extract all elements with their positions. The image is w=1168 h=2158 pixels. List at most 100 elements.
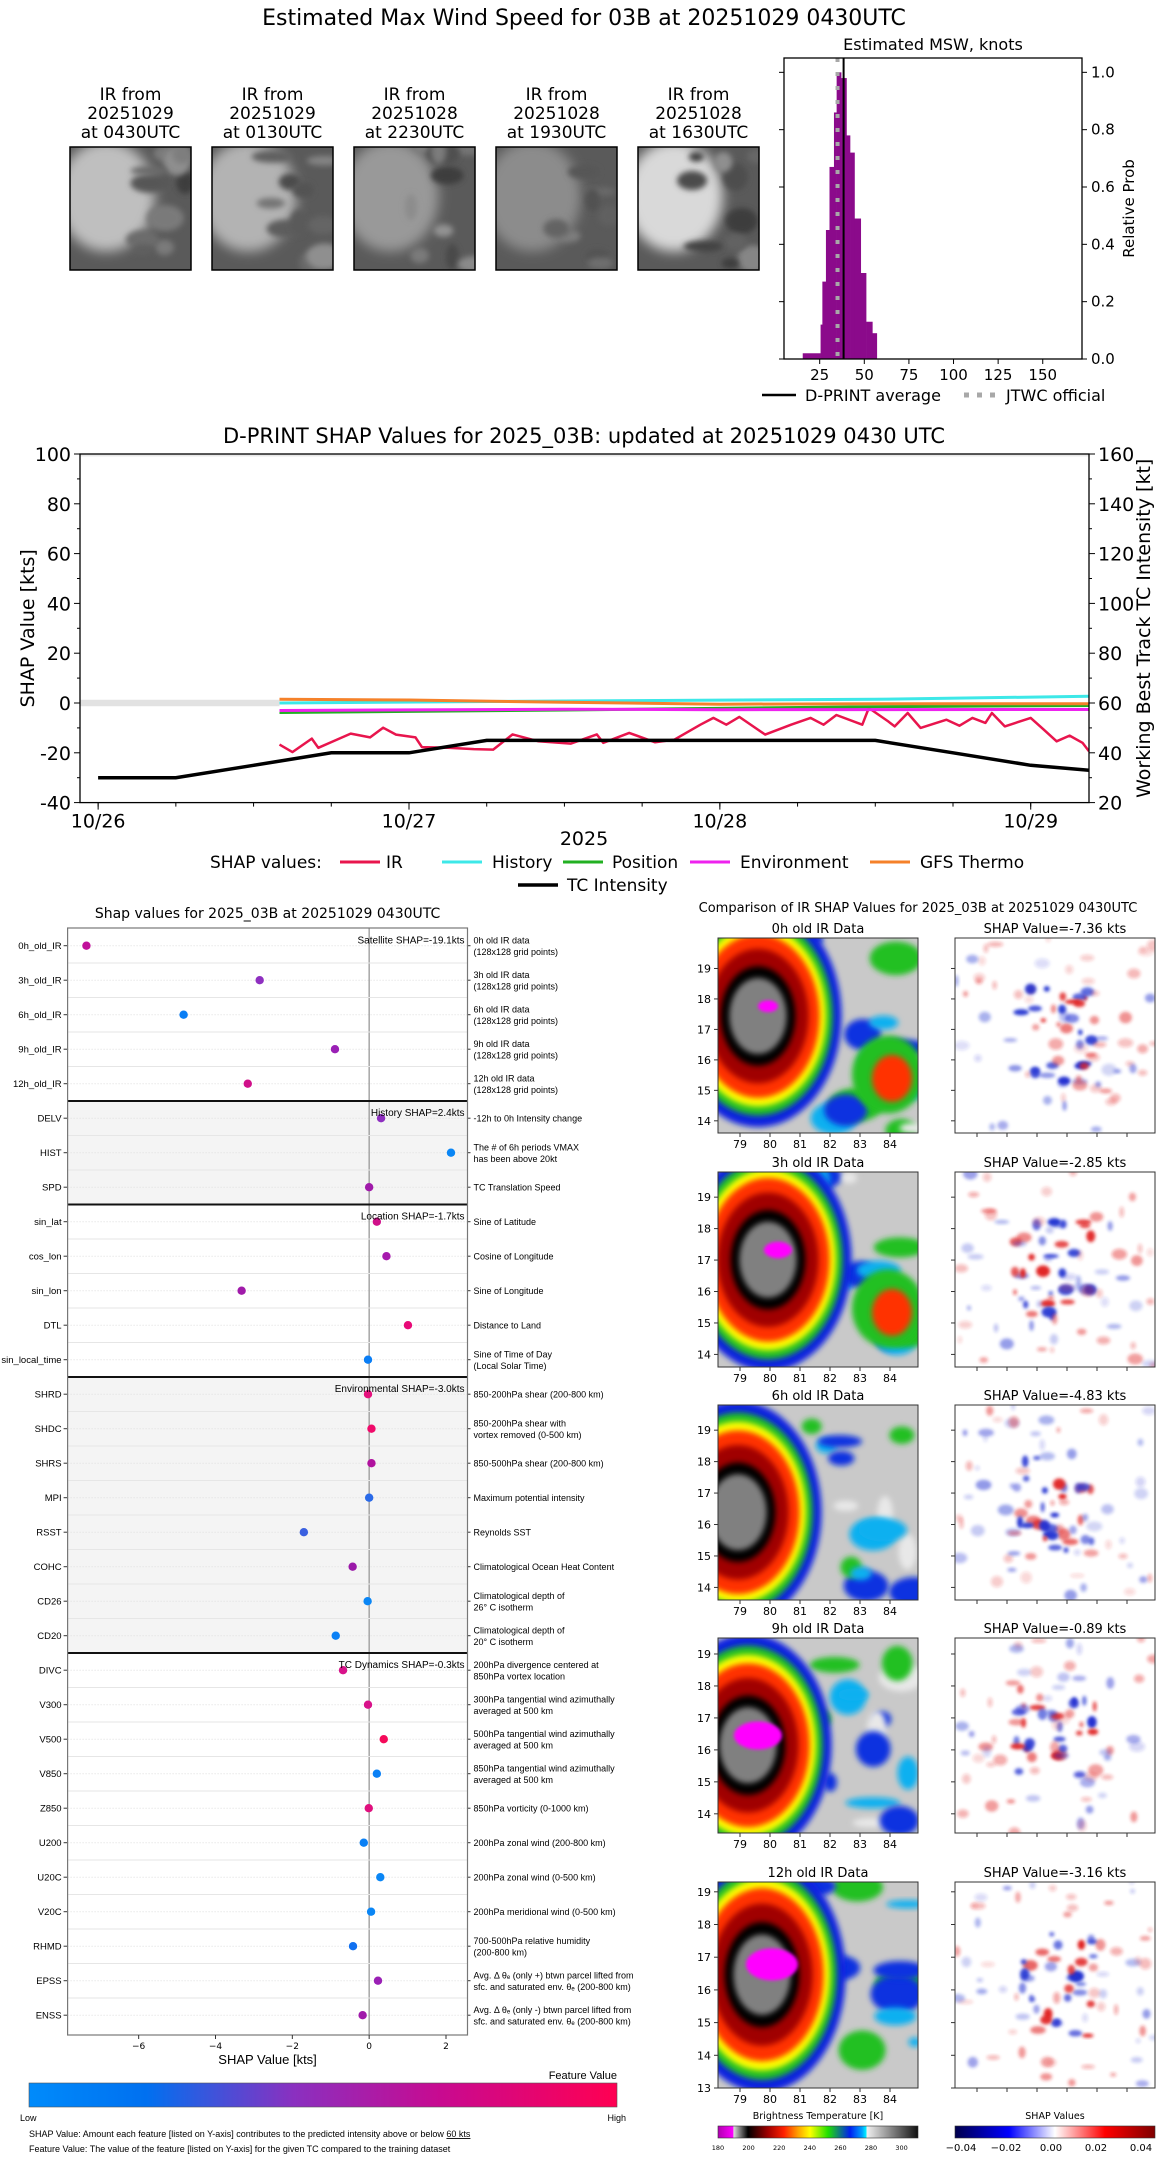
legend-dprint-label: D-PRINT average <box>805 386 941 405</box>
thumbnail-title: 20251028 <box>371 104 458 124</box>
shap-panel-frame <box>954 1881 1156 2089</box>
lon-tick-label: 83 <box>853 2093 867 2106</box>
msw-histogram: Estimated MSW, knots 25 50 75 100 125 150 0.0 0.… <box>762 35 1138 405</box>
histogram-bar <box>860 273 867 359</box>
lon-tick-label: 80 <box>763 1138 777 1151</box>
shap-colorbar-tick: 0.02 <box>1085 2143 1107 2154</box>
lat-tick-label: 14 <box>697 1348 711 1361</box>
y-tick-label: 0.6 <box>1091 178 1115 196</box>
shap-colorbar-tick: −0.04 <box>946 2143 977 2154</box>
feature-label: CD26 <box>37 1597 61 1608</box>
y-right-tick-label: 60 <box>1098 693 1122 715</box>
y-axis-label: Relative Prob <box>1120 159 1138 258</box>
feature-dot <box>358 2011 367 2020</box>
lon-tick-label: 80 <box>763 1838 777 1851</box>
shap-map-image <box>955 1638 1155 1833</box>
feature-label: SPD <box>42 1183 62 1194</box>
bt-colorbar-tick: 260 <box>834 2144 846 2152</box>
feature-description: (128x128 grid points) <box>474 1085 559 1095</box>
lon-tick-label: 79 <box>733 1838 747 1851</box>
y-tick-label: 0.4 <box>1091 235 1115 253</box>
group-shap-label: Location SHAP=-1.7kts <box>361 1212 465 1223</box>
cold-cloud-top <box>758 1000 778 1013</box>
lon-tick-label: 84 <box>883 1838 897 1851</box>
shap-panel-title: SHAP Value=-4.83 kts <box>984 1389 1127 1404</box>
y-tick-label: 80 <box>47 494 71 516</box>
shap-colorbar-label: SHAP Values <box>1025 2111 1085 2122</box>
ir-brightness-image <box>718 1638 918 1833</box>
histogram-bar <box>825 230 830 359</box>
feature-dot <box>367 1424 376 1433</box>
ir-panel-title: 12h old IR Data <box>768 1866 869 1881</box>
shap-map-image <box>955 1405 1155 1600</box>
feature-label: SHDC <box>35 1424 62 1435</box>
lat-tick-label: 15 <box>697 1084 711 1097</box>
ir-brightness-image <box>718 1882 918 2088</box>
feature-description: 26° C isotherm <box>474 1602 534 1612</box>
histogram-bar <box>854 218 862 359</box>
y-tick-label: -40 <box>40 793 71 815</box>
shap-map-image <box>955 1882 1155 2088</box>
feature-label: COHC <box>34 1562 62 1573</box>
feature-dot <box>376 1873 385 1882</box>
ir-panel-frame <box>717 1637 919 1834</box>
feature-dot <box>372 1769 382 1778</box>
lat-tick-label: 16 <box>697 1519 711 1532</box>
feature-description: 300hPa tangential wind azimuthally <box>474 1694 616 1704</box>
y-right-tick-label: 160 <box>1098 444 1134 466</box>
shap-dot-plot: Shap values for 2025_03B at 20251029 043… <box>1 906 633 2154</box>
feature-value-colorbar <box>28 2082 618 2108</box>
lon-tick-label: 79 <box>733 2093 747 2106</box>
feature-label: cos_lon <box>29 1252 62 1263</box>
x-axis-label: SHAP Value [kts] <box>218 2052 317 2067</box>
feature-description: sfc. and saturated env. θₑ (200-800 km) <box>474 2016 631 2026</box>
feature-label: CD20 <box>37 1631 61 1642</box>
thumbnail-frame <box>637 146 760 271</box>
feature-dot <box>363 1355 373 1364</box>
y-tick-label: 20 <box>47 643 71 665</box>
feature-description: 0h old IR data <box>474 935 530 945</box>
group-shap-label: TC Dynamics SHAP=-0.3kts <box>339 1660 465 1671</box>
shap-map-image <box>955 938 1155 1133</box>
feature-dot <box>243 1079 252 1088</box>
colorbar-low-label: Low <box>20 2113 37 2123</box>
lat-tick-label: 16 <box>697 1286 711 1299</box>
feature-label: 3h_old_IR <box>18 976 61 987</box>
shap-panel-frame <box>954 1404 1156 1601</box>
footnote-shap-text: SHAP Value: Amount each feature [listed … <box>29 2129 446 2139</box>
feature-description: 850-200hPa shear (200-800 km) <box>474 1390 604 1400</box>
ir-thumbnail-image <box>638 147 759 270</box>
x-axis-label: 2025 <box>560 828 608 850</box>
lon-tick-label: 84 <box>883 2093 897 2106</box>
feature-dot <box>366 1907 376 1916</box>
x-tick-label: 100 <box>939 366 968 384</box>
thumbnail-title: IR from <box>100 85 162 105</box>
lon-tick-label: 81 <box>793 1838 807 1851</box>
zero-band <box>80 699 280 707</box>
shap-panel-frame <box>954 1171 1156 1368</box>
lon-tick-label: 83 <box>853 1138 867 1151</box>
thumbnail-frame <box>69 146 192 271</box>
lon-tick-label: 84 <box>883 1372 897 1385</box>
shap-panel-title: SHAP Value=-7.36 kts <box>984 922 1127 937</box>
legend-label: Position <box>612 853 678 873</box>
feature-dot <box>348 1942 358 1951</box>
feature-colorbar-label: Feature Value <box>549 2070 617 2082</box>
feature-description: TC Translation Speed <box>474 1183 561 1193</box>
x-tick-label: 125 <box>984 366 1013 384</box>
lon-tick-label: 83 <box>853 1838 867 1851</box>
feature-description: 700-500hPa relative humidity <box>474 1936 591 1946</box>
ir-panel-frame <box>717 937 919 1134</box>
thumbnail-title: IR from <box>384 85 446 105</box>
feature-dot <box>179 1010 188 1019</box>
ir-panel-title: 9h old IR Data <box>772 1622 865 1637</box>
lat-tick-label: 14 <box>697 2049 711 2062</box>
feature-description: 200hPa zonal wind (200-800 km) <box>474 1838 606 1848</box>
feature-dot <box>372 1217 382 1226</box>
lat-tick-label: 14 <box>697 1115 711 1128</box>
y-tick-label: 40 <box>47 593 71 615</box>
lat-tick-label: 18 <box>697 1680 711 1693</box>
x-tick-label: 75 <box>899 366 918 384</box>
shap-panel-title: SHAP Value=-0.89 kts <box>984 1622 1127 1637</box>
x-tick-label: 10/26 <box>71 811 126 833</box>
